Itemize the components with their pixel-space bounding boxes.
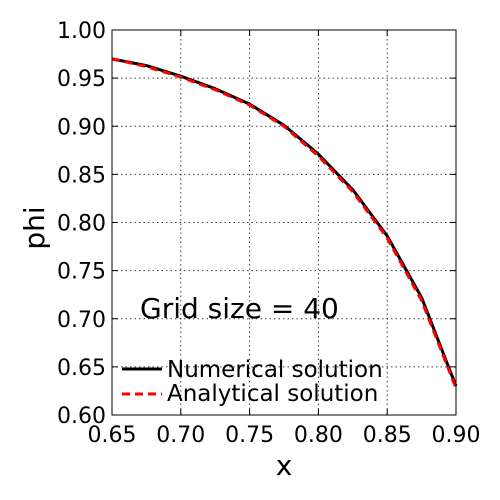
x-tick-label: 0.80 — [294, 423, 343, 448]
y-tick-label: 0.60 — [57, 404, 106, 429]
y-axis-label: phi — [18, 206, 51, 249]
y-tick-label: 0.65 — [57, 356, 106, 381]
y-tick-label: 0.85 — [57, 163, 106, 188]
x-tick-label: 0.70 — [156, 423, 205, 448]
series-layer — [111, 57, 458, 389]
legend-label-numerical: Numerical solution — [167, 357, 383, 383]
y-tick-label: 0.80 — [57, 212, 106, 237]
y-tick-label: 0.90 — [57, 115, 106, 140]
legend: Numerical solution Analytical solution — [122, 357, 383, 407]
y-tick-label: 0.75 — [57, 260, 106, 285]
x-tick-label: 0.90 — [432, 423, 481, 448]
x-tick-label: 0.65 — [88, 423, 137, 448]
x-tick-label: 0.85 — [363, 423, 412, 448]
y-tick-label: 0.70 — [57, 308, 106, 333]
x-tick-label: 0.75 — [225, 423, 274, 448]
x-axis-label: x — [276, 449, 293, 482]
y-tick-label: 1.00 — [57, 19, 106, 44]
legend-label-analytical: Analytical solution — [167, 381, 378, 407]
tick-label-layer: 0.65 0.70 0.75 0.80 0.85 0.900.600.650.700.75… — [57, 19, 480, 448]
tick-layer — [111, 29, 457, 416]
series-line-analytical — [111, 57, 458, 389]
grid-size-annotation: Grid size = 40 — [140, 292, 339, 325]
y-tick-label: 0.95 — [57, 67, 106, 92]
